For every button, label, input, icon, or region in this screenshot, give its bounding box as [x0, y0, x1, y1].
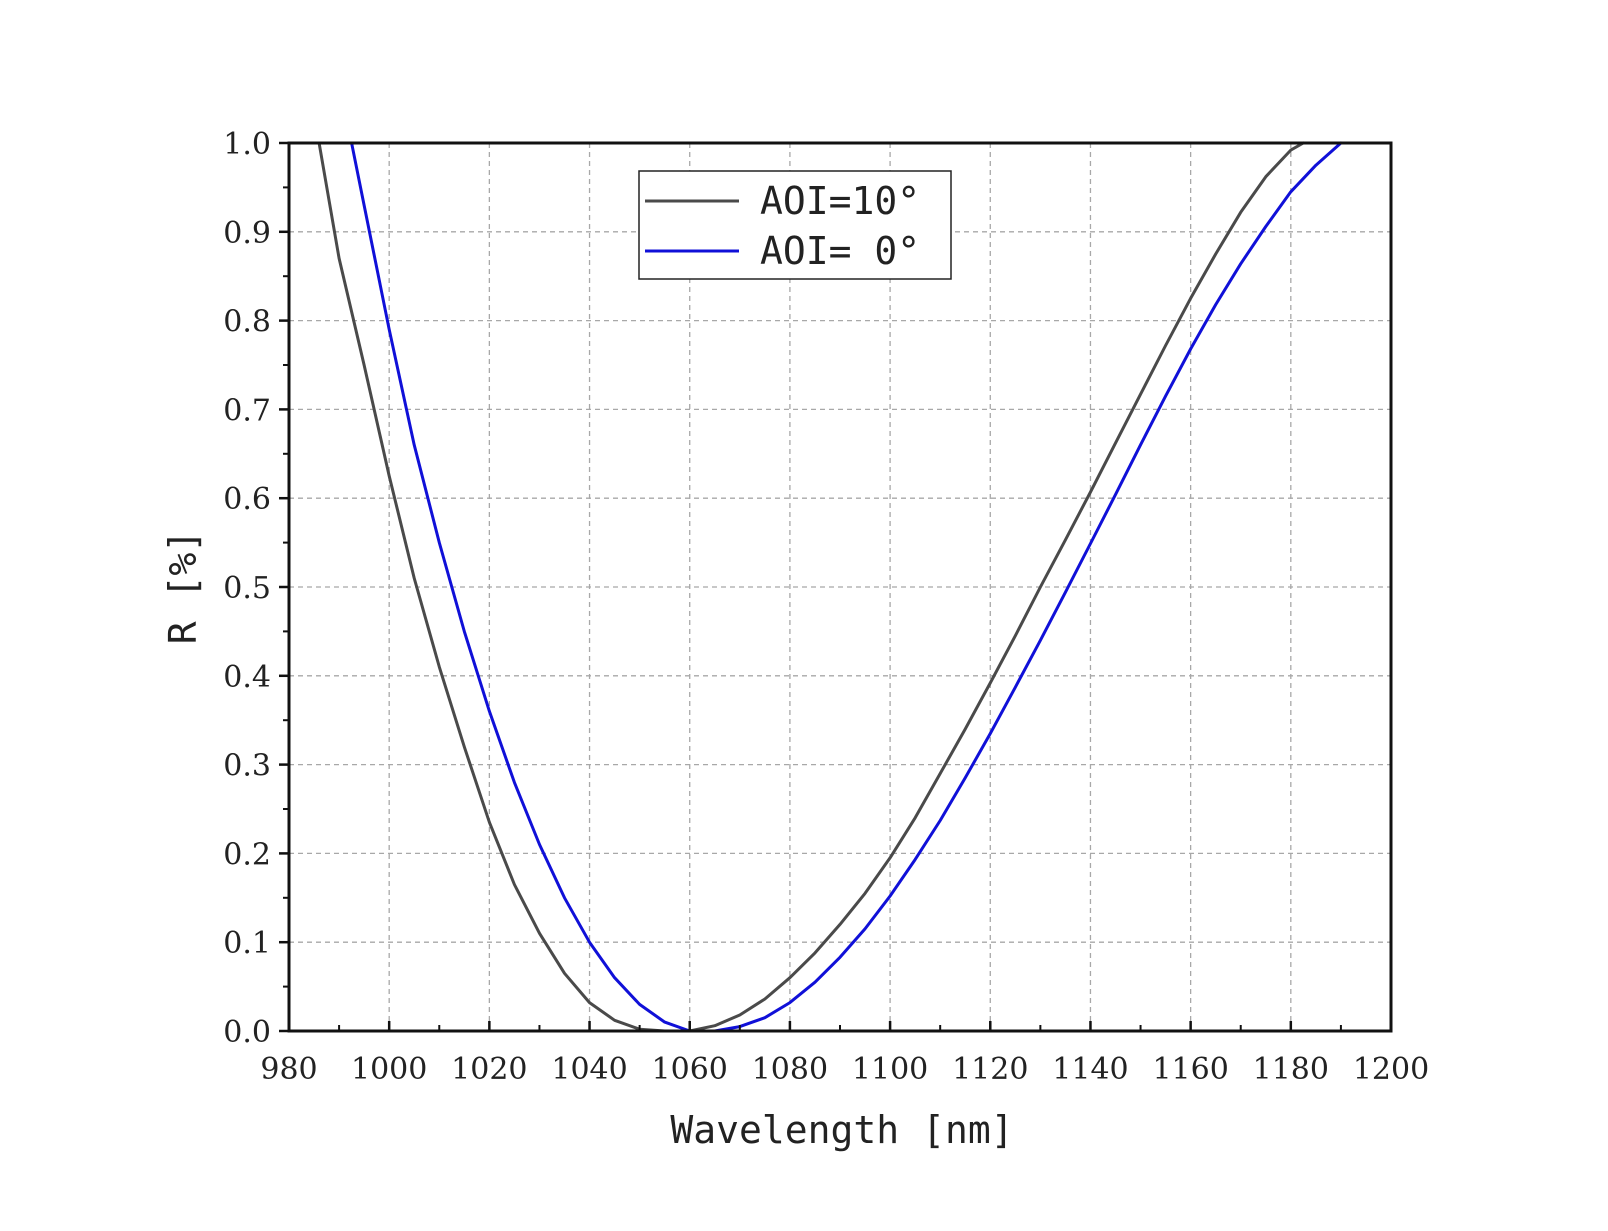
grid — [289, 143, 1391, 1031]
x-tick-label: 1040 — [551, 1052, 627, 1087]
x-tick-label: 1140 — [1052, 1052, 1128, 1087]
legend: AOI=10° AOI= 0° — [638, 170, 952, 280]
y-tick-label: 0.6 — [223, 482, 271, 517]
y-tick-label: 0.3 — [223, 749, 271, 784]
x-axis-title: Wavelength [nm] — [670, 1108, 1013, 1152]
y-tick-label: 0.2 — [223, 837, 271, 872]
x-tick-label: 1060 — [652, 1052, 728, 1087]
x-tick-label: 1200 — [1353, 1052, 1429, 1087]
y-tick-label: 0.1 — [223, 926, 271, 961]
legend-box — [638, 170, 952, 280]
series-line-0 — [317, 141, 1305, 1033]
legend-label-aoi-0: AOI= 0° — [760, 229, 920, 273]
x-tick-label: 1080 — [752, 1052, 828, 1087]
x-tick-label: 980 — [260, 1052, 317, 1087]
x-tick-label: 1160 — [1152, 1052, 1228, 1087]
y-tick-label: 0.5 — [223, 571, 271, 606]
y-tick-label: 0.9 — [223, 216, 271, 251]
series-layer — [317, 141, 1343, 1033]
y-tick-label: 1.0 — [223, 127, 271, 162]
x-tick-label: 1120 — [952, 1052, 1028, 1087]
y-tick-label: 0.4 — [223, 660, 271, 695]
series-line-1 — [350, 141, 1343, 1033]
legend-label-aoi-10: AOI=10° — [760, 179, 920, 223]
y-axis-title: R [%] — [161, 530, 205, 644]
y-tick-label: 0.7 — [223, 393, 271, 428]
x-tick-label: 1020 — [451, 1052, 527, 1087]
y-tick-label: 0.0 — [223, 1015, 271, 1050]
y-tick-label: 0.8 — [223, 305, 271, 340]
x-tick-label: 1000 — [351, 1052, 427, 1087]
x-tick-label: 1180 — [1253, 1052, 1329, 1087]
axis-ticks — [279, 141, 1393, 1033]
x-tick-label: 1100 — [852, 1052, 928, 1087]
tick-labels: 980 1000 1020 1040 1060 1080 1100 1120 1140 1160 1… — [223, 127, 1429, 1087]
